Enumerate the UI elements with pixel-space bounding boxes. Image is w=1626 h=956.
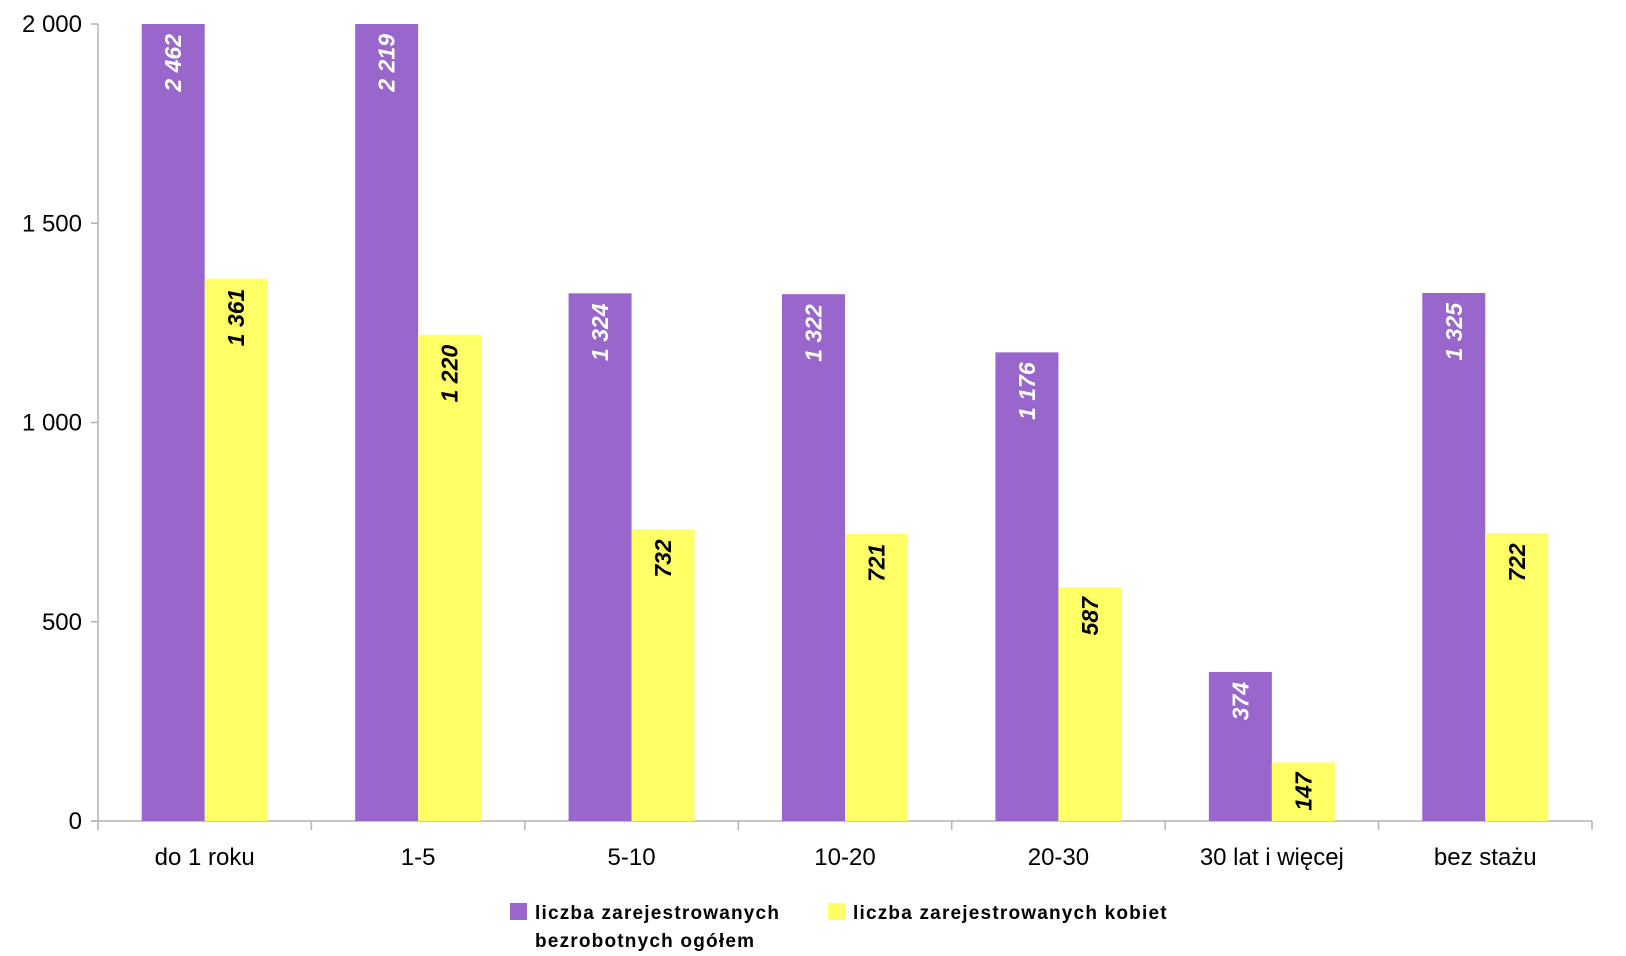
x-tick-label: bez stażu xyxy=(1434,844,1537,871)
y-tick-label: 2 000 xyxy=(22,11,82,38)
bar-chart: 0 500 1 000 1 500 2 000 do 1 roku 1-5 5-10 10-2… xyxy=(22,11,1593,871)
legend-label-women: liczba zarejestrowanych kobiet xyxy=(853,903,1168,924)
y-tick-label: 0 xyxy=(69,808,82,835)
bar-value-label: 2 219 xyxy=(374,34,400,93)
bar-value-label: 1 324 xyxy=(587,303,613,361)
bar-total xyxy=(141,24,205,821)
legend-label-total: liczba zarejestrowanych bezrobotnych ogó… xyxy=(535,903,781,952)
y-axis: 0 500 1 000 1 500 2 000 xyxy=(22,11,99,835)
bar-value-label: 2 462 xyxy=(160,34,186,93)
bar-value-label: 1 176 xyxy=(1014,362,1040,420)
bar-total xyxy=(1422,292,1486,821)
legend-swatch-women xyxy=(828,903,845,920)
x-tick-label: 5-10 xyxy=(608,844,656,871)
bar-women xyxy=(845,533,908,821)
bar-value-label: 1 220 xyxy=(437,345,463,403)
bar-women xyxy=(1485,533,1549,821)
bar-value-label: 147 xyxy=(1290,771,1316,811)
bar-total xyxy=(355,24,419,821)
bar-value-label: 721 xyxy=(864,544,890,582)
bar-total xyxy=(782,294,845,822)
bar-women xyxy=(418,334,482,821)
x-tick-label: 1-5 xyxy=(401,844,436,871)
bar-women xyxy=(1271,762,1335,821)
bar-total xyxy=(995,352,1059,821)
x-tick-label: 30 lat i więcej xyxy=(1200,844,1344,871)
value-labels: 2 462 1 361 2 219 1 220 1 324 732 1 322 721 1 17… xyxy=(160,34,1530,811)
bar-value-label: 587 xyxy=(1077,596,1103,636)
bar-value-label: 374 xyxy=(1227,682,1253,721)
bar-value-label: 732 xyxy=(650,539,676,578)
bar-value-label: 722 xyxy=(1504,543,1530,582)
bar-value-label: 1 361 xyxy=(223,289,249,347)
y-tick-label: 500 xyxy=(42,609,82,636)
bar-women xyxy=(631,529,695,821)
x-tick-label: do 1 roku xyxy=(155,844,255,871)
bar-total xyxy=(568,293,632,821)
bar-women xyxy=(1058,587,1122,821)
bar-total xyxy=(1208,671,1272,821)
x-tick-label: 10-20 xyxy=(814,844,875,871)
y-tick-label: 1 000 xyxy=(22,410,82,437)
bars xyxy=(141,24,1549,822)
legend: liczba zarejestrowanych bezrobotnych ogó… xyxy=(510,900,1186,956)
x-axis: do 1 roku 1-5 5-10 10-20 20-30 30 lat i więce… xyxy=(91,820,1593,871)
y-tick-label: 1 500 xyxy=(22,210,82,237)
bar-value-label: 1 322 xyxy=(801,304,827,362)
legend-swatch-total xyxy=(510,903,527,920)
bar-women xyxy=(204,278,268,822)
legend-item-total: liczba zarejestrowanych bezrobotnych ogó… xyxy=(510,900,810,956)
x-tick-label: 20-30 xyxy=(1028,844,1089,871)
legend-item-women: liczba zarejestrowanych kobiet xyxy=(828,900,1168,928)
bar-value-label: 1 325 xyxy=(1441,302,1467,361)
